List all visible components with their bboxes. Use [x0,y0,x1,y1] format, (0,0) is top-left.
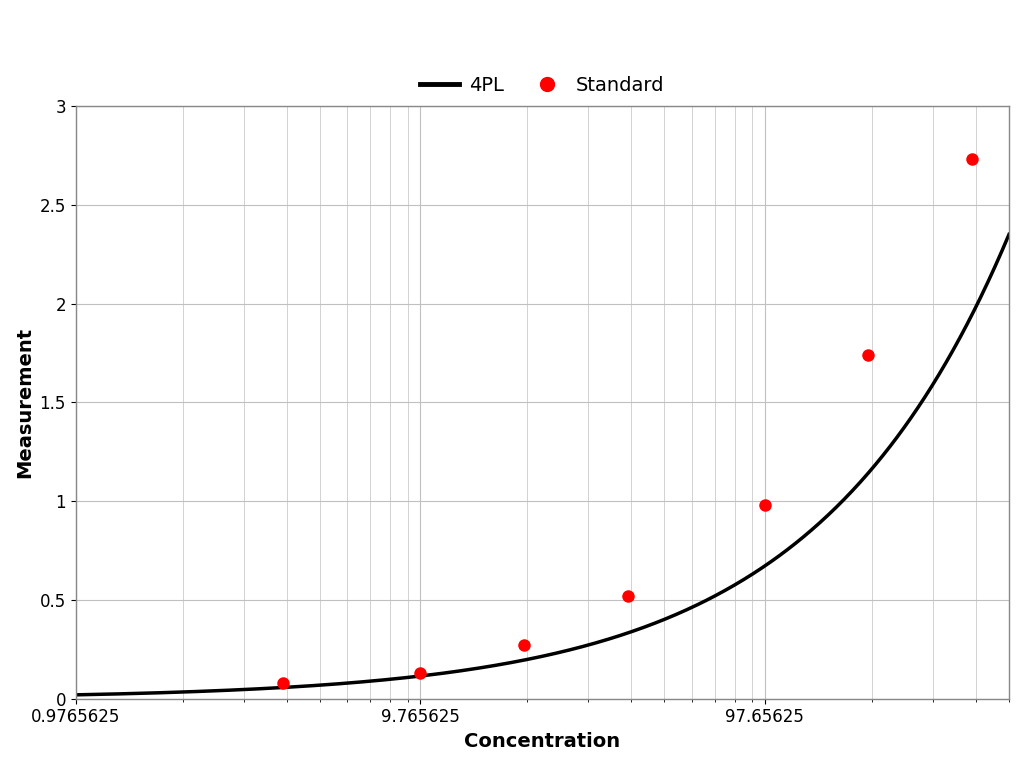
Standard [759,500,771,509]
Legend: 4PL, Standard: 4PL, Standard [413,68,672,103]
4PL [1002,230,1015,239]
Standard [414,669,426,678]
4PL [777,548,790,557]
Standard [966,155,978,164]
Y-axis label: Measurement: Measurement [15,327,34,478]
4PL [127,689,139,698]
X-axis label: Concentration: Concentration [464,732,621,751]
4PL [70,690,82,699]
4PL [873,455,886,464]
4PL [611,632,624,641]
Standard [276,679,289,688]
Standard [862,350,874,359]
Line: 4PL: 4PL [76,234,1009,695]
4PL [636,624,648,633]
Standard [518,641,530,650]
Standard [622,591,634,601]
Line: Standard: Standard [276,153,978,689]
4PL [665,612,677,621]
